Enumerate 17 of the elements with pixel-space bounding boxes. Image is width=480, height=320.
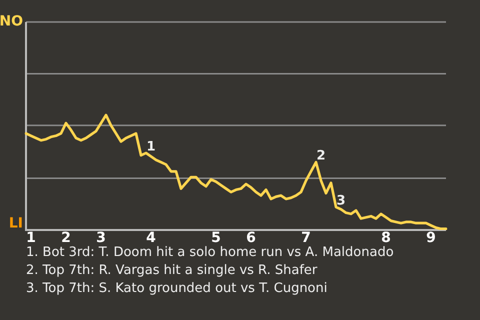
text: NO bbox=[0, 14, 24, 30]
x-tick-label: 1 bbox=[26, 230, 36, 246]
text: LI bbox=[8, 216, 23, 232]
x-tick-label: 4 bbox=[146, 230, 156, 246]
x-tick-label: 6 bbox=[246, 230, 256, 246]
x-tick-label: 5 bbox=[211, 230, 221, 246]
text: 1. Bot 3rd: T. Doom hit a solo home run vs A. Maldonado bbox=[26, 244, 394, 262]
annotation: 3 bbox=[336, 193, 346, 208]
x-tick-label: 2 bbox=[61, 230, 71, 246]
text: 3. Top 7th: S. Kato grounded out vs T. Cugnoni bbox=[26, 280, 328, 298]
x-tick-label: 9 bbox=[426, 230, 436, 246]
x-tick-label: 7 bbox=[301, 230, 311, 246]
annotation: 2 bbox=[316, 148, 326, 164]
text: 2. Top 7th: R. Vargas hit a single vs R. Shafer bbox=[26, 262, 318, 280]
x-tick-label: 3 bbox=[96, 230, 106, 246]
annotation: 1 bbox=[146, 139, 156, 154]
x-tick-label: 8 bbox=[381, 230, 391, 246]
